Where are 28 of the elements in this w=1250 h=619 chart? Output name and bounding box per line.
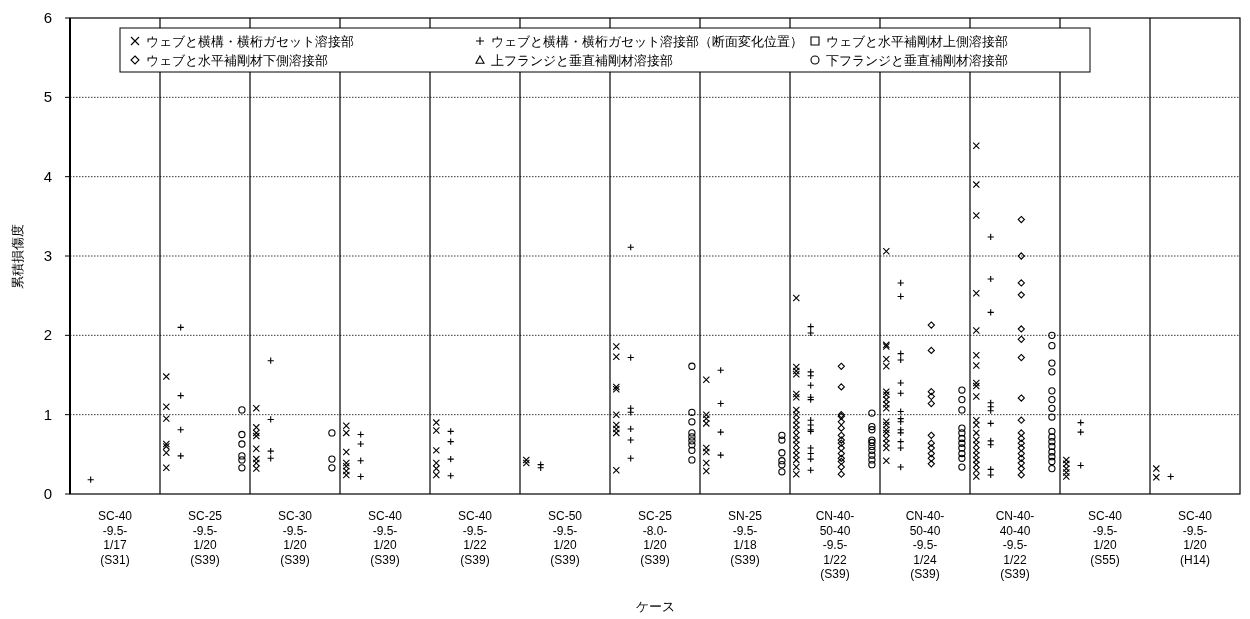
legend-label: ウェブと水平補剛材下側溶接部	[146, 52, 328, 68]
x-tick-label: SC-40 -9.5- 1/22 (S39)	[457, 509, 493, 567]
y-tick-label: 3	[43, 247, 53, 264]
x-tick-label: SC-40 -9.5- 1/20 (S55)	[1087, 509, 1123, 567]
x-tick-label: SC-40 -9.5- 1/17 (S31)	[97, 509, 133, 567]
legend-label: 上フランジと垂直補剛材溶接部	[491, 52, 673, 68]
y-tick-label: 4	[43, 167, 53, 185]
y-tick-label: 1	[43, 405, 53, 423]
y-axis-title: 累積損傷度	[10, 223, 25, 289]
legend-label: 下フランジと垂直補剛材溶接部	[826, 52, 1008, 68]
y-tick-label: 2	[43, 326, 53, 344]
x-tick-label: SC-30 -9.5- 1/20 (S39)	[277, 509, 313, 567]
x-axis-title: ケース	[635, 599, 675, 614]
y-tick-label: 0	[43, 485, 53, 502]
x-tick-label: SC-25 -9.5- 1/20 (S39)	[187, 509, 223, 567]
x-tick-label: SC-50 -9.5- 1/20 (S39)	[547, 509, 583, 567]
x-tick-label: CN-40- 40-40 -9.5- 1/22 (S39)	[995, 509, 1035, 581]
legend-label: ウェブと横構・横桁ガセット溶接部（断面変化位置）	[491, 33, 803, 49]
legend-label: ウェブと横構・横桁ガセット溶接部	[146, 33, 354, 49]
y-tick-label: 5	[43, 88, 53, 106]
x-tick-label: CN-40- 50-40 -9.5- 1/24 (S39)	[905, 509, 945, 581]
x-tick-label: SC-25 -8.0- 1/20 (S39)	[637, 509, 673, 567]
y-tick-label: 6	[43, 9, 53, 26]
x-tick-label: SC-40 -9.5- 1/20 (S39)	[367, 509, 403, 567]
x-tick-label: CN-40- 50-40 -9.5- 1/22 (S39)	[815, 509, 855, 581]
legend-label: ウェブと水平補剛材上側溶接部	[826, 33, 1008, 49]
x-tick-label: SN-25 -9.5- 1/18 (S39)	[727, 509, 763, 567]
x-tick-label: SC-40 -9.5- 1/20 (H14)	[1177, 509, 1213, 567]
